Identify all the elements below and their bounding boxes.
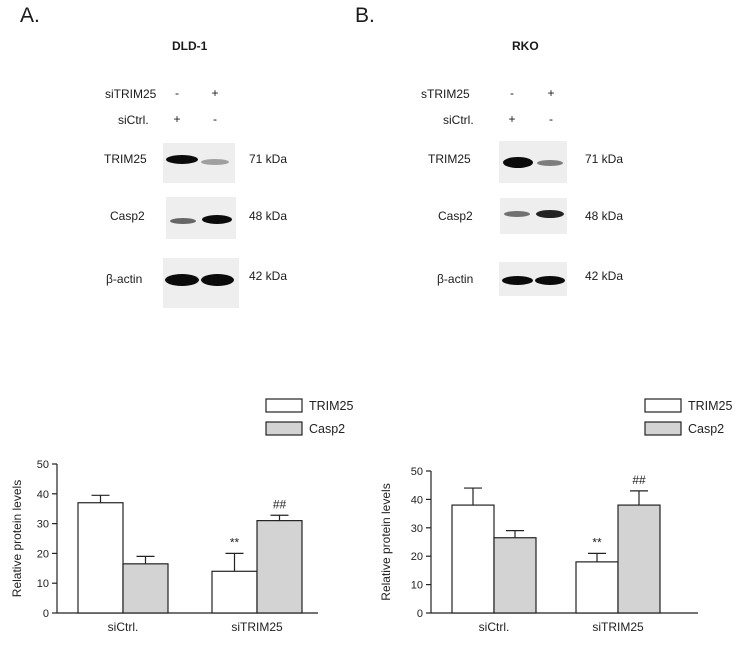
panel-letter-a: A.	[20, 4, 40, 27]
protein-label-a-2: β-actin	[106, 272, 143, 286]
bar-chart-dld1: 0 10 20 30 40 50 Relative protein levels siCtrl…	[10, 398, 354, 634]
blot-a-actin	[163, 258, 239, 308]
size-label-a-1: 48 kDa	[249, 209, 288, 223]
size-label-b-1: 48 kDa	[585, 209, 624, 223]
chart-b-x-tick-label-0: siCtrl.	[479, 620, 510, 634]
blot-b-trim25	[499, 141, 567, 183]
chart-b-bar-trim25-1	[575, 561, 619, 614]
bar-chart-rko: 0 10 20 30 40 50 Relative protein levels siCtrl…	[379, 398, 733, 634]
cell-line-title-b: RKO	[512, 39, 539, 53]
band-a-2-1	[201, 274, 234, 286]
chart-b-bar-casp2-1	[617, 504, 661, 614]
band-b-0-0	[503, 157, 533, 168]
treatment-label-a-1: siCtrl.	[118, 113, 149, 127]
treatment-mark-a-0-1: +	[211, 86, 219, 100]
treatment-mark-a-1-0: +	[173, 112, 181, 126]
chart-a-bar-casp2-1	[256, 520, 303, 614]
size-label-a-0: 71 kDa	[249, 152, 288, 166]
panel-letter-b: B.	[355, 4, 375, 27]
chart-a-bar-casp2-0	[122, 563, 169, 614]
blot-b-actin	[499, 262, 567, 296]
protein-label-a-0: TRIM25	[104, 152, 147, 166]
chart-a-bar-trim25-1	[211, 570, 258, 614]
chart-a-y-tick-label-0: 0	[43, 608, 49, 620]
chart-a-x-tick-label-0: siCtrl.	[108, 620, 139, 634]
chart-a-y-tick-label-4: 40	[37, 489, 49, 501]
blot-b-casp2	[500, 198, 567, 234]
chart-b-bar-trim25-0	[451, 504, 495, 614]
band-a-1-0	[170, 218, 196, 224]
chart-b-y-tick-label-1: 10	[411, 580, 423, 592]
protein-label-b-1: Casp2	[438, 209, 473, 223]
chart-b-legend-label-trim25: TRIM25	[688, 399, 733, 413]
chart-a-bar-trim25-0	[77, 502, 124, 614]
band-a-2-0	[165, 274, 199, 286]
chart-a-legend-swatch-casp2	[265, 421, 303, 436]
treatment-label-b-1: siCtrl.	[443, 113, 474, 127]
protein-label-b-2: β-actin	[437, 272, 474, 286]
chart-b-annotation-0: **	[592, 535, 602, 549]
size-label-a-2: 42 kDa	[249, 269, 288, 283]
chart-a-annotation-1: ##	[273, 497, 287, 511]
chart-b-y-axis-label: Relative protein levels	[379, 483, 393, 600]
chart-a-x-tick-label-1: siTRIM25	[231, 620, 283, 634]
treatment-label-a-0: siTRIM25	[105, 87, 157, 101]
chart-a-y-tick-label-5: 50	[37, 459, 49, 471]
treatment-mark-b-0-0: -	[510, 86, 514, 100]
size-label-b-2: 42 kDa	[585, 269, 624, 283]
blot-a-casp2	[166, 197, 236, 239]
treatment-mark-b-0-1: +	[547, 86, 555, 100]
chart-b-y-tick-label-3: 30	[411, 523, 423, 535]
chart-a-legend-swatch-trim25	[265, 398, 303, 413]
chart-b-legend-label-casp2: Casp2	[688, 422, 724, 436]
treatment-mark-b-1-0: +	[508, 112, 516, 126]
protein-label-a-1: Casp2	[110, 209, 145, 223]
treatment-label-b-0: sTRIM25	[421, 87, 470, 101]
band-b-1-0	[504, 211, 530, 217]
chart-a-legend-label-casp2: Casp2	[309, 422, 345, 436]
band-b-0-1	[537, 160, 563, 166]
treatment-mark-b-1-1: -	[549, 112, 553, 126]
chart-a-annotation-0: **	[230, 535, 240, 549]
protein-label-b-0: TRIM25	[428, 152, 471, 166]
band-a-0-0	[166, 155, 198, 164]
blot-a-trim25	[163, 143, 235, 183]
chart-b-annotation-1: ##	[632, 473, 646, 487]
chart-b-y-tick-label-5: 50	[411, 466, 423, 478]
chart-a-legend-label-trim25: TRIM25	[309, 399, 354, 413]
band-a-1-1	[202, 215, 232, 224]
size-label-b-0: 71 kDa	[585, 152, 624, 166]
chart-b-y-tick-label-4: 40	[411, 494, 423, 506]
chart-b-y-tick-label-2: 20	[411, 551, 423, 563]
chart-a-y-tick-label-2: 20	[37, 548, 49, 560]
chart-b-x-tick-label-1: siTRIM25	[592, 620, 644, 634]
treatment-mark-a-0-0: -	[175, 86, 179, 100]
band-b-2-1	[535, 276, 565, 285]
band-a-0-1	[201, 159, 229, 165]
cell-line-title-a: DLD-1	[172, 39, 208, 53]
band-b-2-0	[502, 276, 533, 285]
chart-b-legend-swatch-trim25	[644, 398, 682, 413]
chart-b-legend-swatch-casp2	[644, 421, 682, 436]
chart-a-y-axis-label: Relative protein levels	[10, 480, 24, 597]
treatment-mark-a-1-1: -	[213, 112, 217, 126]
chart-b-y-tick-label-0: 0	[417, 608, 423, 620]
band-b-1-1	[536, 210, 564, 218]
chart-b-bar-casp2-0	[493, 537, 537, 614]
chart-a-y-tick-label-1: 10	[37, 578, 49, 590]
chart-a-y-tick-label-3: 30	[37, 519, 49, 531]
